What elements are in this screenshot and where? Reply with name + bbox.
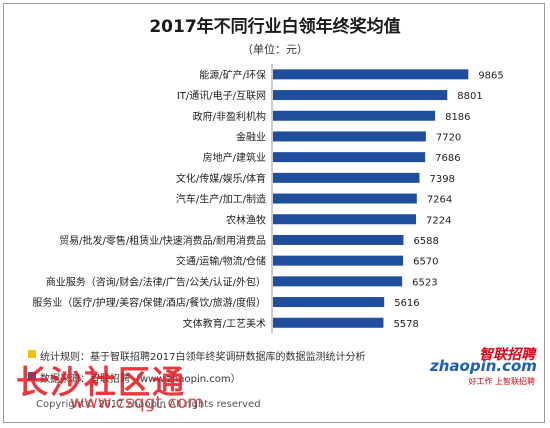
category-label: 贸易/批发/零售/租赁业/快速消费品/耐用消费品 bbox=[59, 234, 266, 247]
bar-value-label: 7720 bbox=[436, 132, 461, 143]
category-label: 汽车/生产/加工/制造 bbox=[176, 193, 266, 206]
category-label: 文体教育/工艺美术 bbox=[183, 317, 266, 330]
category-label: 房地产/建筑业 bbox=[203, 151, 266, 164]
copyright-text: Copyright© 2017 zhaopin All rights reser… bbox=[36, 399, 261, 410]
category-label: 农林渔牧 bbox=[226, 213, 266, 226]
bar bbox=[273, 276, 403, 287]
bar-value-label: 5578 bbox=[393, 319, 418, 330]
bar-value-label: 8186 bbox=[445, 112, 470, 123]
logo-slogan: 好工作 上智联招聘 bbox=[468, 377, 535, 386]
bar bbox=[273, 297, 385, 308]
bar-value-label: 8801 bbox=[457, 91, 482, 102]
bar bbox=[273, 131, 426, 142]
bar bbox=[273, 110, 436, 121]
category-label: IT/通讯/电子/互联网 bbox=[177, 89, 266, 102]
category-label: 能源/矿产/环保 bbox=[199, 68, 266, 81]
bar bbox=[273, 193, 417, 204]
legend-square-blue bbox=[28, 372, 36, 380]
bar bbox=[273, 214, 417, 225]
category-label: 金融业 bbox=[236, 130, 266, 143]
bar bbox=[273, 317, 384, 328]
bar bbox=[273, 90, 448, 101]
watermark-title: 长沙社区通 bbox=[16, 363, 187, 401]
bar-value-label: 6588 bbox=[413, 236, 438, 247]
bar bbox=[273, 69, 469, 80]
bar bbox=[273, 172, 420, 183]
bar bbox=[273, 255, 404, 266]
category-label: 政府/非盈利机构 bbox=[193, 110, 266, 123]
watermark-url: www.csqgt.com bbox=[70, 393, 204, 413]
bar-value-label: 5616 bbox=[394, 298, 419, 309]
bar-value-label: 7398 bbox=[429, 174, 454, 185]
logo-en-text: zhaopin.com bbox=[430, 357, 537, 375]
bar-value-label: 6523 bbox=[412, 277, 437, 288]
bar-value-label: 7686 bbox=[435, 153, 460, 164]
bar-value-label: 7264 bbox=[427, 195, 452, 206]
category-label: 交通/运输/物流/仓储 bbox=[176, 255, 266, 268]
bar-value-label: 9865 bbox=[478, 70, 503, 81]
data-source-note: 数据来源：智联招聘（www.zhaopin.com） bbox=[40, 374, 241, 385]
zhaopin-logo: 智联招聘 zhaopin.com 好工作 上智联招聘 bbox=[430, 344, 537, 388]
bar-value-label: 6570 bbox=[413, 257, 438, 268]
logo-cn-text: 智联招聘 bbox=[479, 347, 535, 363]
chart-title: 2017年不同行业白领年终奖均值 bbox=[149, 17, 401, 37]
category-label: 文化/传媒/娱乐/体育 bbox=[176, 172, 266, 185]
category-label: 服务业（医疗/护理/美容/保健/酒店/餐饮/旅游/度假） bbox=[32, 296, 266, 309]
category-label: 商业服务（咨询/财会/法律/广告/公关/认证/外包） bbox=[46, 275, 266, 288]
legend-square-yellow bbox=[28, 350, 36, 358]
stat-rule-note: 统计规则：基于智联招聘2017白领年终奖调研数据库的数据监测统计分析 bbox=[40, 352, 366, 363]
bar bbox=[273, 152, 426, 163]
bar-value-label: 7224 bbox=[426, 215, 451, 226]
chart-unit: （单位：元） bbox=[242, 43, 308, 56]
chart-frame bbox=[3, 3, 545, 423]
bar bbox=[273, 234, 404, 245]
